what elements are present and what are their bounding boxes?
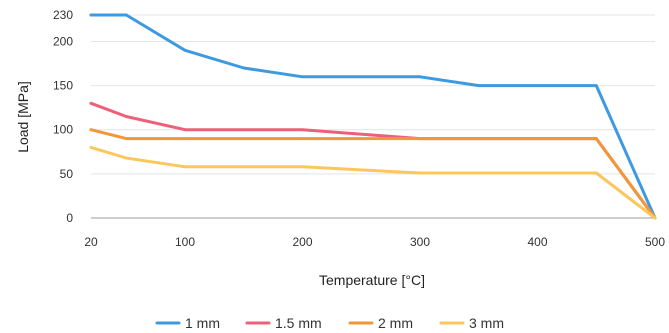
data-point: [89, 13, 93, 17]
data-point: [183, 128, 187, 132]
x-tick-label: 200: [292, 235, 312, 249]
legend-label: 2 mm: [378, 315, 413, 331]
x-tick-label: 100: [175, 235, 195, 249]
x-tick-label: 20: [84, 235, 98, 249]
legend-label: 3 mm: [469, 315, 504, 331]
x-tick-label: 500: [645, 235, 665, 249]
y-axis-title: Load [MPa]: [15, 81, 31, 153]
legend-label: 1 mm: [185, 315, 220, 331]
data-point: [183, 137, 187, 140]
series-line: [89, 145, 657, 220]
data-point: [183, 48, 187, 52]
data-point: [89, 101, 93, 105]
x-tick-label: 300: [410, 235, 430, 249]
x-tick-label: 400: [527, 235, 547, 249]
data-point: [124, 156, 128, 160]
data-point: [183, 165, 187, 169]
series-line: [89, 101, 657, 220]
data-point: [89, 145, 93, 149]
data-point: [477, 84, 481, 88]
data-point: [242, 66, 246, 70]
y-tick-label: 50: [60, 167, 74, 181]
series-line: [89, 13, 657, 220]
data-point: [124, 115, 128, 118]
data-point: [418, 75, 422, 79]
data-point: [124, 137, 128, 140]
data-point: [124, 13, 128, 17]
data-point: [301, 165, 304, 169]
legend-label: 1.5 mm: [275, 315, 322, 331]
x-axis-title: Temperature [°C]: [319, 272, 425, 288]
x-axis-ticks: 20 100 200 300 400 500: [84, 235, 665, 249]
data-point: [418, 137, 422, 140]
data-point: [301, 137, 304, 140]
legend: 1 mm 1.5 mm 2 mm 3 mm: [155, 315, 504, 331]
y-tick-label: 150: [53, 79, 73, 93]
series-lines: [89, 13, 657, 220]
data-point: [89, 128, 93, 132]
data-point: [418, 171, 422, 175]
y-axis-ticks: 0 50 100 150 200 230: [53, 8, 73, 225]
data-point: [594, 137, 598, 140]
y-tick-label: 100: [53, 123, 73, 137]
data-point: [653, 216, 657, 220]
data-point: [301, 128, 304, 132]
y-tick-label: 0: [66, 211, 73, 225]
data-point: [594, 84, 598, 88]
y-tick-label: 230: [53, 8, 73, 22]
data-point: [594, 171, 598, 175]
y-tick-label: 200: [53, 34, 73, 48]
data-point: [301, 75, 304, 79]
